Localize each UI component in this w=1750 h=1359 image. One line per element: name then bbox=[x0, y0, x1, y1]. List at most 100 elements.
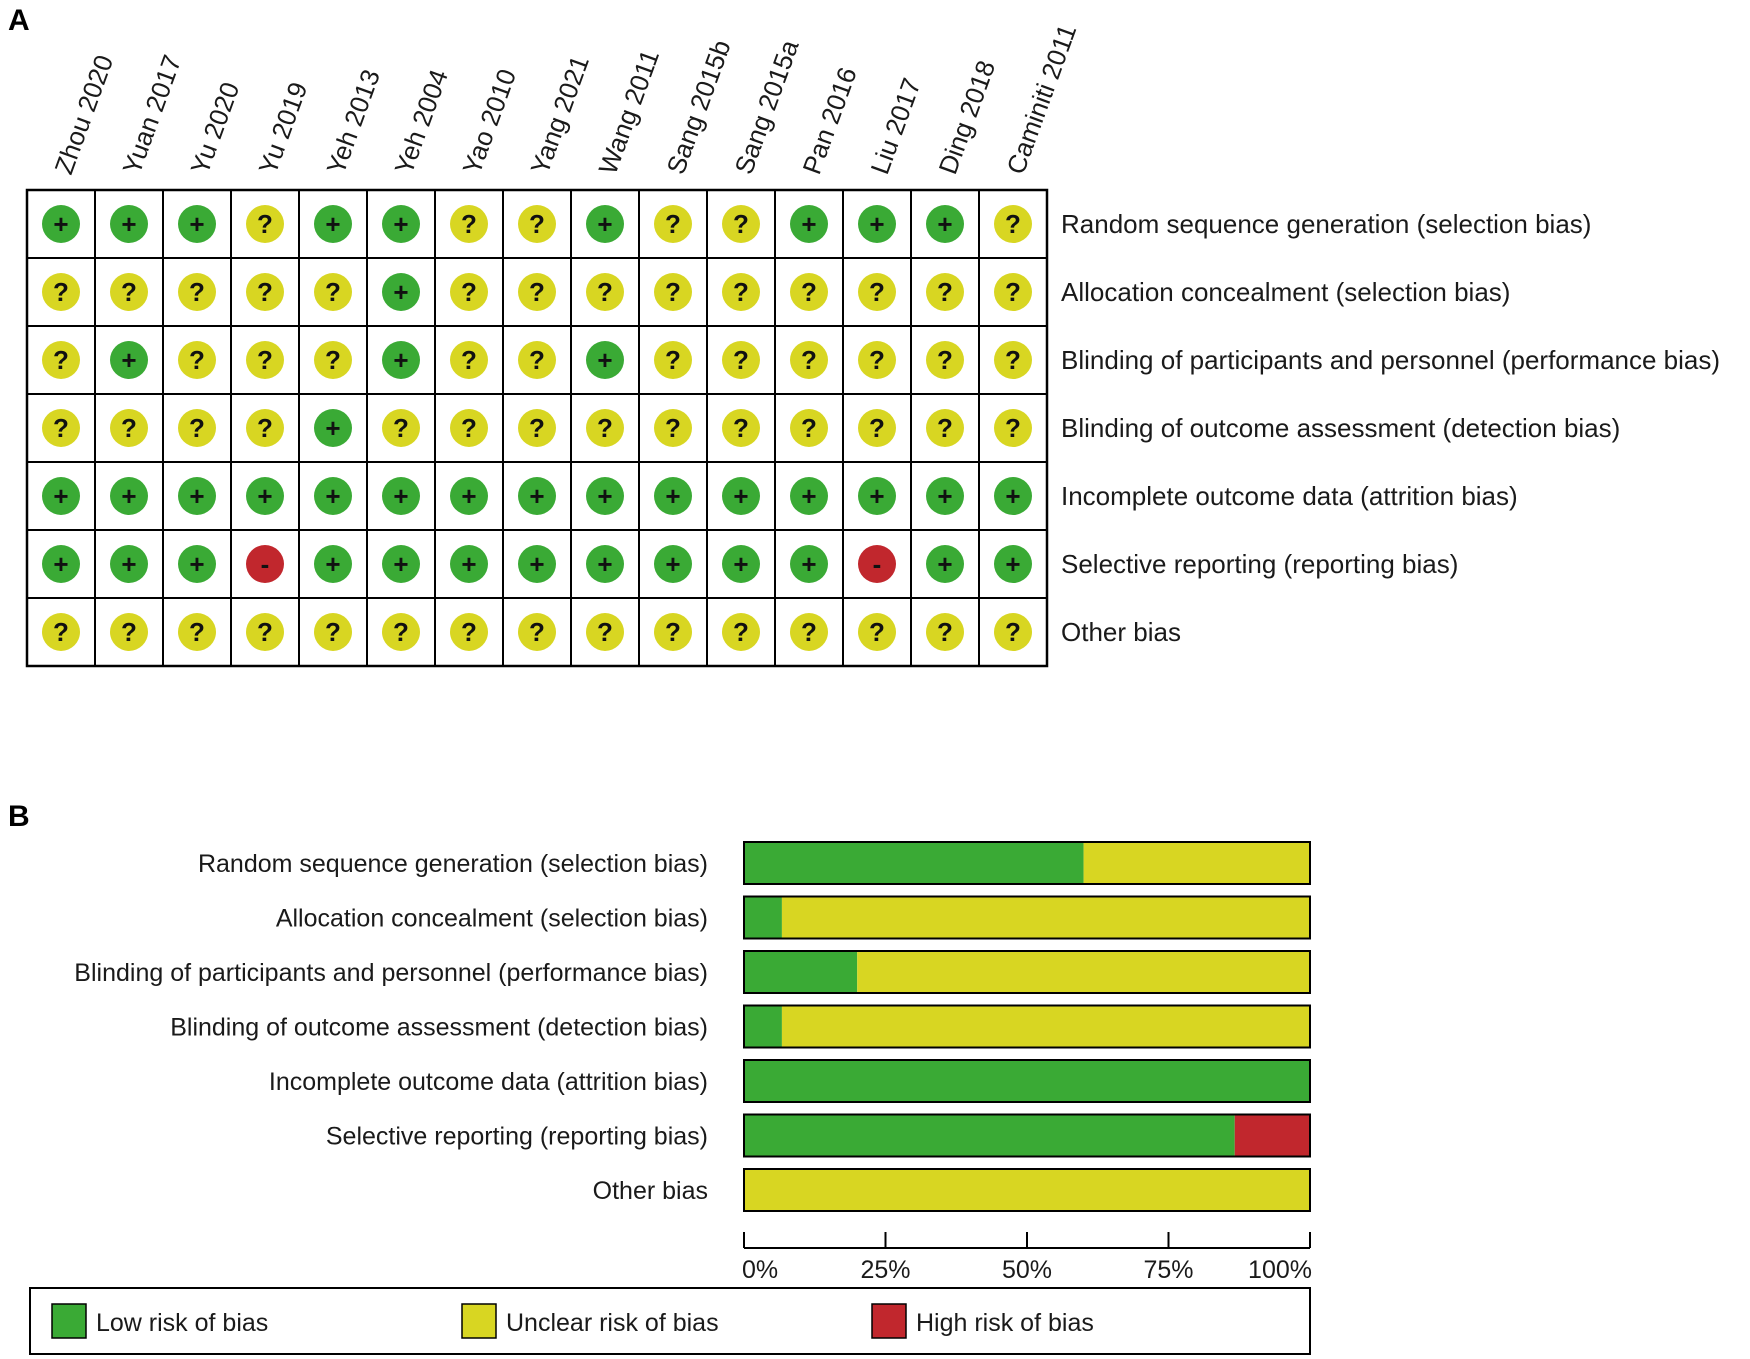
domain-label: Other bias bbox=[1061, 617, 1181, 647]
risk-symbol: ? bbox=[461, 209, 477, 239]
risk-symbol: ? bbox=[937, 277, 953, 307]
low-risk-mark bbox=[178, 545, 216, 583]
low-risk-mark bbox=[722, 477, 760, 515]
unclear-risk-mark bbox=[722, 409, 760, 447]
risk-symbol: + bbox=[121, 209, 136, 239]
risk-symbol: ? bbox=[529, 413, 545, 443]
unclear-risk-mark bbox=[246, 341, 284, 379]
risk-symbol: ? bbox=[189, 277, 205, 307]
unclear-risk-mark bbox=[518, 205, 556, 243]
unclear-risk-mark bbox=[314, 341, 352, 379]
risk-symbol: ? bbox=[53, 345, 69, 375]
risk-symbol: ? bbox=[257, 413, 273, 443]
unclear-risk-mark bbox=[722, 341, 760, 379]
bar-segment-high bbox=[1234, 1114, 1310, 1157]
risk-symbol: ? bbox=[53, 617, 69, 647]
category-label: Allocation concealment (selection bias) bbox=[276, 905, 708, 933]
unclear-risk-mark bbox=[450, 205, 488, 243]
low-risk-mark bbox=[110, 477, 148, 515]
risk-symbol: + bbox=[597, 549, 612, 579]
risk-symbol: + bbox=[325, 209, 340, 239]
category-label: Incomplete outcome data (attrition bias) bbox=[269, 1068, 708, 1096]
bar-segment-low bbox=[744, 1005, 782, 1048]
risk-symbol: ? bbox=[733, 617, 749, 647]
domain-label: Allocation concealment (selection bias) bbox=[1061, 277, 1510, 307]
high-risk-mark bbox=[246, 545, 284, 583]
unclear-risk-mark bbox=[654, 341, 692, 379]
low-risk-mark bbox=[586, 545, 624, 583]
risk-symbol: ? bbox=[1005, 277, 1021, 307]
low-risk-mark bbox=[314, 477, 352, 515]
unclear-risk-mark bbox=[994, 409, 1032, 447]
low-risk-mark bbox=[994, 545, 1032, 583]
low-risk-mark bbox=[994, 477, 1032, 515]
risk-symbol: ? bbox=[801, 277, 817, 307]
unclear-risk-mark bbox=[518, 409, 556, 447]
risk-symbol: ? bbox=[257, 617, 273, 647]
unclear-risk-mark bbox=[450, 409, 488, 447]
unclear-risk-mark bbox=[790, 409, 828, 447]
risk-symbol: ? bbox=[121, 277, 137, 307]
risk-symbol: + bbox=[121, 481, 136, 511]
low-risk-mark bbox=[382, 341, 420, 379]
legend: Low risk of bias Unclear risk of bias High… bbox=[29, 1287, 1311, 1355]
risk-symbol: + bbox=[597, 481, 612, 511]
risk-symbol: + bbox=[393, 277, 408, 307]
risk-symbol: + bbox=[937, 549, 952, 579]
low-risk-mark bbox=[586, 341, 624, 379]
risk-symbol: + bbox=[257, 481, 272, 511]
unclear-risk-mark bbox=[722, 613, 760, 651]
unclear-risk-mark bbox=[518, 273, 556, 311]
low-risk-mark bbox=[42, 477, 80, 515]
risk-symbol: + bbox=[189, 549, 204, 579]
risk-symbol: ? bbox=[257, 277, 273, 307]
low-risk-mark bbox=[314, 205, 352, 243]
risk-symbol: + bbox=[393, 549, 408, 579]
legend-label: Unclear risk of bias bbox=[506, 1309, 719, 1337]
bar-segment-unclear bbox=[857, 951, 1310, 993]
low-risk-mark bbox=[450, 545, 488, 583]
risk-symbol: + bbox=[801, 481, 816, 511]
risk-symbol: ? bbox=[121, 413, 137, 443]
unclear-risk-mark bbox=[178, 409, 216, 447]
risk-symbol: ? bbox=[869, 413, 885, 443]
category-label: Selective reporting (reporting bias) bbox=[326, 1123, 708, 1151]
category-label: Blinding of outcome assessment (detectio… bbox=[170, 1014, 708, 1042]
risk-symbol: + bbox=[733, 549, 748, 579]
legend-label: High risk of bias bbox=[916, 1309, 1094, 1337]
risk-symbol: + bbox=[121, 549, 136, 579]
low-risk-mark bbox=[586, 205, 624, 243]
unclear-risk-mark bbox=[722, 273, 760, 311]
bar-outline bbox=[743, 1113, 1311, 1158]
risk-symbol: ? bbox=[325, 617, 341, 647]
risk-symbol: ? bbox=[393, 413, 409, 443]
risk-symbol: + bbox=[53, 209, 68, 239]
risk-symbol: ? bbox=[869, 345, 885, 375]
risk-symbol: + bbox=[325, 481, 340, 511]
risk-symbol: ? bbox=[937, 413, 953, 443]
risk-symbol: ? bbox=[733, 413, 749, 443]
domain-label: Blinding of participants and personnel (… bbox=[1061, 345, 1720, 375]
low-risk-mark bbox=[654, 477, 692, 515]
unclear-risk-mark bbox=[858, 273, 896, 311]
risk-symbol: + bbox=[461, 549, 476, 579]
domain-label: Blinding of outcome assessment (detectio… bbox=[1061, 413, 1620, 443]
risk-symbol: ? bbox=[529, 617, 545, 647]
bar-segment-unclear bbox=[781, 896, 1310, 939]
risk-symbol: ? bbox=[257, 209, 273, 239]
unclear-risk-mark bbox=[994, 205, 1032, 243]
high-risk-mark bbox=[858, 545, 896, 583]
risk-symbol: ? bbox=[461, 277, 477, 307]
unclear-risk-mark bbox=[926, 613, 964, 651]
low-risk-mark bbox=[858, 205, 896, 243]
risk-symbol: + bbox=[53, 549, 68, 579]
bar-segment-low bbox=[744, 1060, 1310, 1102]
low-risk-mark bbox=[110, 341, 148, 379]
unclear-risk-mark bbox=[926, 409, 964, 447]
unclear-risk-mark bbox=[246, 409, 284, 447]
unclear-risk-mark bbox=[790, 273, 828, 311]
unclear-risk-mark bbox=[926, 273, 964, 311]
unclear-risk-mark bbox=[994, 341, 1032, 379]
risk-symbol: ? bbox=[597, 617, 613, 647]
